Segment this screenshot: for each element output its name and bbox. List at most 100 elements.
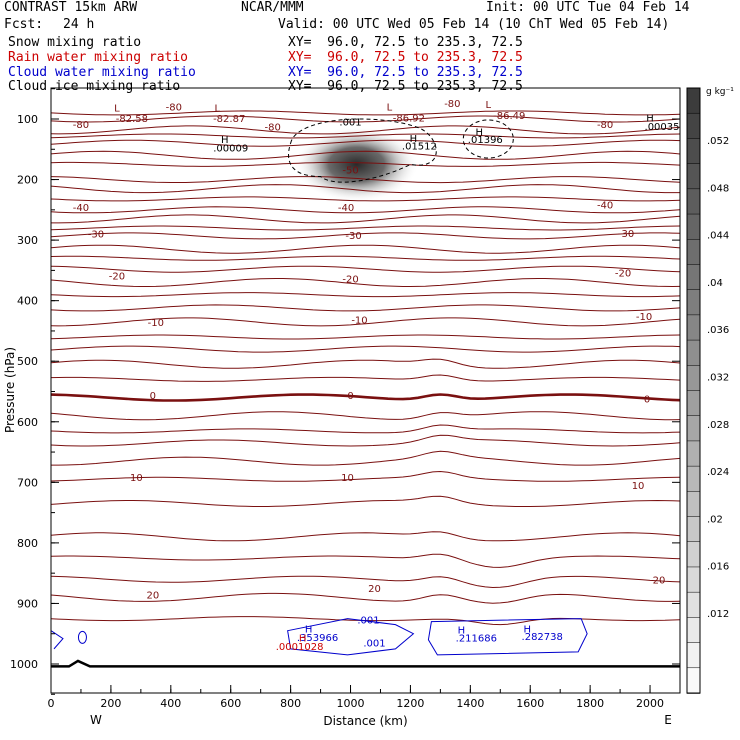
field-rain-xy: XY= 96.0, 72.5 to 235.3, 72.5 <box>288 50 523 65</box>
x-tick-label: 600 <box>220 697 241 710</box>
x-tick-label: 1200 <box>396 697 424 710</box>
colorbar-swatch <box>686 566 701 593</box>
isotherm <box>51 470 680 482</box>
isotherm <box>51 424 680 434</box>
isotherm <box>51 196 680 202</box>
x-tick-label: 1000 <box>337 697 365 710</box>
isotherm <box>51 278 680 288</box>
east-label: E <box>664 713 672 727</box>
isotherm <box>51 176 680 184</box>
isotherm <box>51 265 680 273</box>
temp-contour-label: -30 <box>88 230 104 241</box>
x-tick-label: 200 <box>100 697 121 710</box>
colorbar-swatch <box>686 112 701 140</box>
colorbar-swatch <box>686 440 701 467</box>
isotherm <box>51 345 680 353</box>
temp-contour-label: 10 <box>632 481 645 492</box>
colorbar-swatch <box>686 188 701 215</box>
colorbar-tick-label: .032 <box>707 373 729 384</box>
cloud-water-contour <box>427 618 588 656</box>
ice-contour-label: .00035 <box>645 122 680 133</box>
temp-contour-label: 10 <box>130 473 143 484</box>
colorbar: g kg⁻¹ .052 .048 .044 .04 .036 .032 .028 .024 .02… <box>686 87 734 694</box>
isotherm <box>51 434 680 447</box>
ice-contour-label: .01396 <box>468 135 503 146</box>
isotherm <box>51 150 680 160</box>
colorbar-tick-label: .02 <box>707 514 723 525</box>
colorbar-swatch <box>686 289 701 316</box>
ice-contour-label: H <box>221 135 229 146</box>
y-tick-label: 300 <box>17 234 38 247</box>
temp-contour-label: -10 <box>351 316 367 327</box>
colorbar-swatch <box>686 87 701 114</box>
x-axis-label: Distance (km) <box>323 714 407 728</box>
temp-contour-label: -30 <box>618 229 634 240</box>
temp-contour-label: 0 <box>347 391 353 402</box>
field-ice-label: Cloud ice mixing ratio <box>8 79 181 94</box>
temp-contour-label: -40 <box>73 203 89 214</box>
temp-contour-label: -86.49 <box>493 111 525 122</box>
isotherm <box>51 553 680 568</box>
isotherm <box>51 411 680 421</box>
isotherm <box>51 304 680 312</box>
field-cloud-xy: XY= 96.0, 72.5 to 235.3, 72.5 <box>288 65 523 80</box>
cloud-contour-label: .353966 <box>297 633 338 644</box>
temp-contour-label: -80 <box>264 123 280 134</box>
isotherm <box>51 232 680 240</box>
organization-label: NCAR/MMM <box>241 0 304 15</box>
y-tick-label: 500 <box>17 355 38 368</box>
y-tick-label: 800 <box>17 537 38 550</box>
cloud-ice-contour <box>462 119 514 159</box>
temp-contour-label: -80 <box>444 99 460 110</box>
y-tick-label: 200 <box>17 174 38 187</box>
colorbar-tick-label: .016 <box>707 562 729 573</box>
x-tick-label: 400 <box>160 697 181 710</box>
colorbar-tick-label: .024 <box>707 467 729 478</box>
isotherm <box>51 292 680 298</box>
colorbar-swatch <box>686 264 701 291</box>
isotherm <box>51 161 680 167</box>
colorbar-tick-label: .036 <box>707 325 729 336</box>
temp-contour-label: -40 <box>338 203 354 214</box>
colorbar-swatch <box>686 390 701 417</box>
colorbar-tick-label: .012 <box>707 609 729 620</box>
colorbar-swatch <box>686 642 701 669</box>
forecast-label: Fcst: <box>4 17 44 32</box>
isotherm <box>51 374 680 382</box>
cloud-water-contour <box>287 618 415 656</box>
isotherm <box>51 450 680 466</box>
temp-contour-label: -82.87 <box>213 114 245 125</box>
isotherm <box>51 244 680 254</box>
isotherm <box>51 225 680 231</box>
isotherm <box>51 125 680 135</box>
rain-contour-label: .0001028 <box>276 642 324 653</box>
isotherm <box>51 317 680 327</box>
isotherm <box>51 133 680 139</box>
isotherm <box>51 592 680 604</box>
init-time: Init: 00 UTC Tue 04 Feb 14 <box>486 0 690 15</box>
cloud-contour-label: H <box>458 626 466 637</box>
field-cloud-label: Cloud water mixing ratio <box>8 65 196 80</box>
x-tick-label: 0 <box>48 697 55 710</box>
x-tick-label: 800 <box>280 697 301 710</box>
cloud-contour-label: .211686 <box>456 634 497 645</box>
isotherm <box>51 184 680 194</box>
colorbar-swatch <box>686 138 701 165</box>
colorbar-swatch <box>686 667 701 694</box>
ice-contour-label: .001 <box>339 118 361 129</box>
isotherm <box>51 531 680 542</box>
colorbar-swatch <box>686 213 701 241</box>
colorbar-swatch <box>686 365 701 392</box>
isotherm <box>51 139 680 147</box>
field-snow-xy: XY= 96.0, 72.5 to 235.3, 72.5 <box>288 35 523 50</box>
chart-title: CONTRAST 15km ARW <box>4 0 138 15</box>
temp-contour-label: -80 <box>73 120 89 131</box>
cloud-contour-label: H <box>305 625 313 636</box>
temp-contour-label: -10 <box>148 318 164 329</box>
temp-contour-label: -80 <box>597 120 613 131</box>
colorbar-unit: g kg⁻¹ <box>706 87 734 97</box>
cloud-contour-label: .282738 <box>522 632 563 643</box>
cloud-water-contour <box>77 630 87 644</box>
plot-frame <box>50 87 681 694</box>
cloud-ice-contour <box>288 118 437 183</box>
